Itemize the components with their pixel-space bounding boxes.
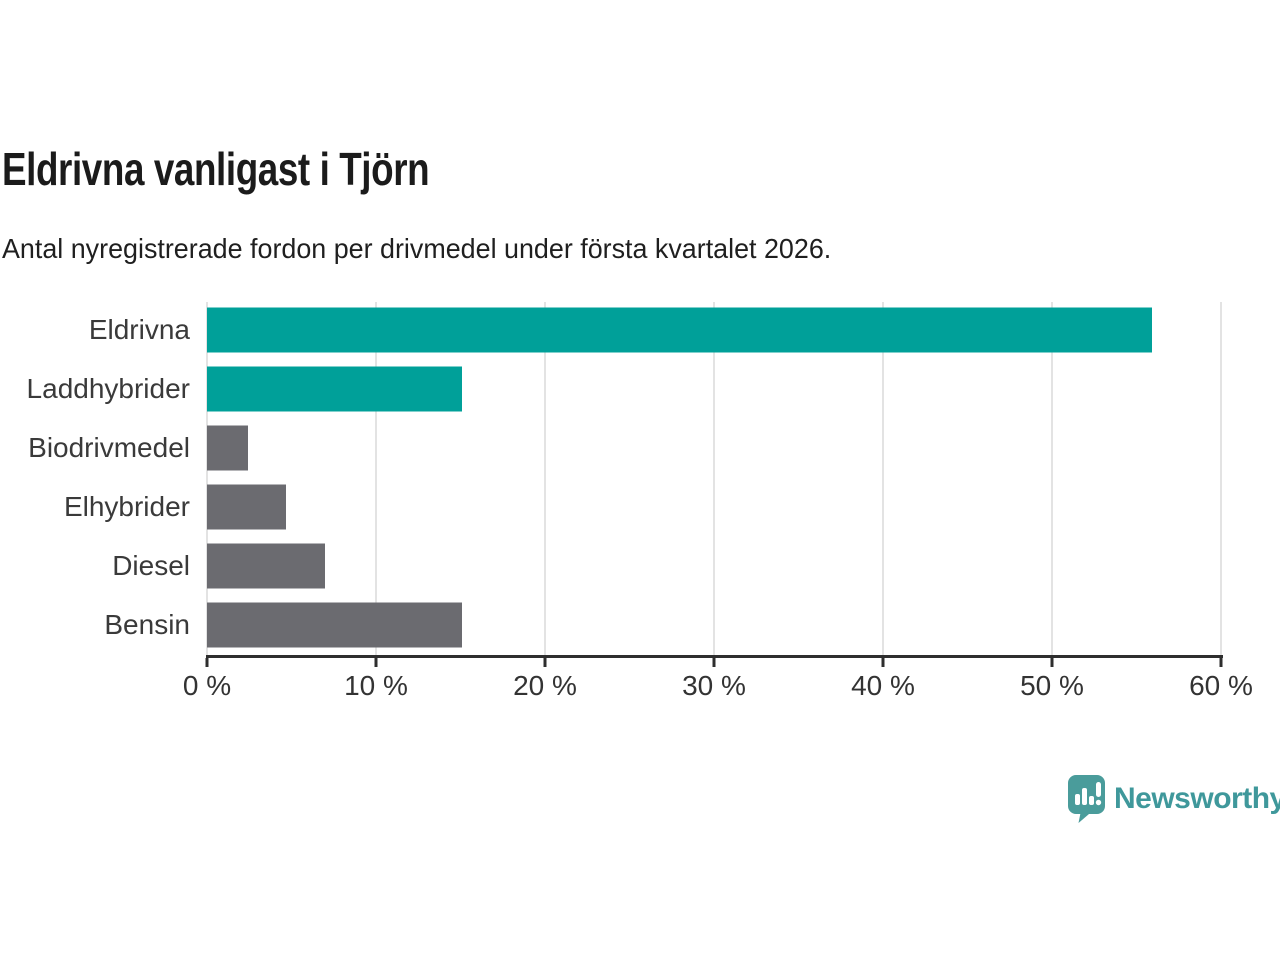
category-label-eldrivna: Eldrivna — [88, 313, 190, 345]
x-axis-tick — [205, 658, 209, 667]
x-axis-tick-label: 50 % — [1020, 670, 1084, 701]
x-axis-tick-label: 30 % — [682, 670, 746, 701]
x-axis-tick-label: 0 % — [182, 670, 232, 701]
gridline — [1220, 302, 1222, 655]
x-axis-line — [206, 655, 1223, 658]
x-axis-tick-label: 10 % — [344, 670, 408, 701]
x-axis-tick — [1050, 658, 1054, 667]
bar-bensin — [207, 602, 463, 648]
bar-diesel — [207, 543, 326, 589]
category-label-bensin: Bensin — [104, 609, 190, 641]
gridline — [882, 302, 884, 655]
plot-area — [206, 300, 1222, 655]
bar-rows — [207, 300, 1221, 655]
bar-row — [207, 478, 1221, 537]
x-axis-tick-label: 40 % — [851, 670, 915, 701]
bar-laddhybrider — [207, 366, 463, 412]
category-labels: Eldrivna Laddhybrider Biodrivmedel Elhybrid… — [0, 300, 207, 655]
branding: Newsworthy — [1068, 774, 1280, 824]
bar-row — [207, 359, 1221, 418]
bar-row — [207, 300, 1221, 359]
newsworthy-logo-text: Newsworthy — [1114, 782, 1280, 815]
gridline — [206, 302, 208, 655]
x-axis-tick-label: 20 % — [513, 670, 577, 701]
bar-row — [207, 537, 1221, 596]
gridline — [544, 302, 546, 655]
chart-title: Eldrivna vanligast i Tjörn — [2, 143, 430, 195]
x-axis-tick-label: 60 % — [1189, 670, 1253, 701]
bar-biodrivmedel — [207, 425, 248, 471]
category-label-elhybrider: Elhybrider — [63, 491, 190, 523]
x-axis-tick — [712, 658, 716, 667]
x-axis-tick — [1219, 658, 1223, 667]
bar-eldrivna — [207, 307, 1152, 353]
chart-subtitle: Antal nyregistrerade fordon per drivmede… — [2, 233, 832, 264]
newsworthy-logo-icon — [1068, 775, 1105, 823]
x-axis-tick — [881, 658, 885, 667]
x-axis-tick — [543, 658, 547, 667]
gridline — [713, 302, 715, 655]
x-axis: 0 % 10 % 20 % 30 % 40 % 50 % 60 % — [183, 655, 1253, 715]
category-label-laddhybrider: Laddhybrider — [26, 372, 190, 404]
bar-row — [207, 418, 1221, 477]
bar-elhybrider — [207, 484, 287, 530]
bar-row — [207, 596, 1221, 655]
category-label-biodrivmedel: Biodrivmedel — [28, 431, 190, 463]
gridline — [375, 302, 377, 655]
x-axis-tick — [374, 658, 378, 667]
category-label-diesel: Diesel — [112, 550, 190, 582]
gridline — [1051, 302, 1053, 655]
